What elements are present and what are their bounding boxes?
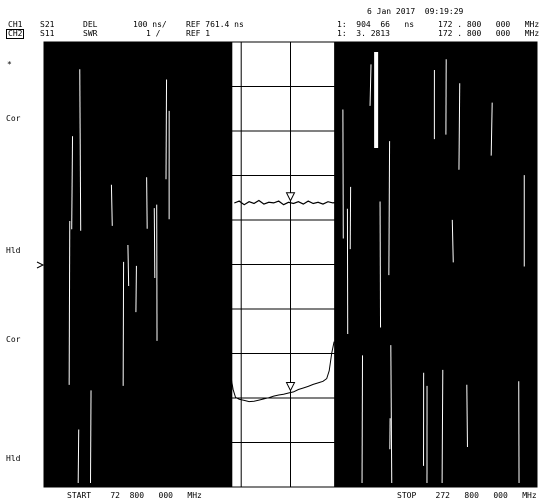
reference-position-arrow: [36, 261, 45, 269]
noise-streak: [77, 429, 80, 484]
channel-1-reference: REF 761.4 ns: [186, 20, 244, 29]
noise-streak: [466, 384, 468, 447]
trace-ch1-delay: [234, 199, 341, 206]
channel-1-label[interactable]: CH1: [8, 20, 23, 29]
channel-2-format: SWR: [83, 29, 98, 38]
noise-streak: [135, 265, 137, 313]
channel-1-marker-readout: 1: 904 66 ns: [337, 20, 415, 29]
marker-triangle: [285, 382, 296, 392]
noise-streak: [71, 136, 74, 230]
channel-2-parameter: S11: [40, 29, 55, 38]
noise-streak: [441, 369, 444, 484]
traces: [230, 186, 341, 403]
noise-streak: [153, 208, 156, 278]
noise-streak: [89, 390, 92, 484]
noise-band-left: [44, 42, 233, 487]
channel-2-label[interactable]: CH2: [6, 29, 25, 39]
noise-streak: [165, 79, 168, 180]
noise-streak: [490, 102, 493, 156]
noise-fill: [44, 42, 537, 487]
channel-1-marker-frequency: 172 . 800 000 MHz: [438, 20, 540, 29]
noise-streak: [146, 177, 148, 229]
channel-2-marker-frequency: 172 . 800 000 MHz: [438, 29, 540, 38]
side-label-top: *: [7, 60, 12, 69]
noise-streak: [110, 184, 113, 226]
channel-2-reference: REF 1: [186, 29, 211, 38]
noise-streak: [68, 221, 71, 385]
channel-1-scale: 100 ns/: [133, 20, 167, 29]
side-label-correction-2: Cor: [6, 335, 21, 344]
channel-2-marker-readout: 1: 3. 2813: [337, 29, 390, 38]
noise-streak: [458, 83, 461, 170]
noise-streak: [388, 141, 391, 276]
trace-ch2-swr: [230, 341, 335, 403]
noise-gap: [374, 52, 379, 148]
noise-streak: [127, 244, 130, 286]
noise-streak: [79, 69, 82, 231]
channel-2-scale: 1 /: [146, 29, 161, 38]
side-label-hold-1: Hld: [6, 246, 21, 255]
timestamp: 6 Jan 2017 09:19:29: [367, 7, 464, 16]
stop-frequency: STOP 272 800 000 MHz: [397, 491, 537, 500]
channel-1-format: DEL: [83, 20, 98, 29]
noise-band-right: [334, 42, 537, 487]
marker-triangle: [285, 192, 296, 202]
side-label-correction-1: Cor: [6, 114, 21, 123]
noise-streak: [451, 219, 454, 263]
start-frequency: START 72 800 000 MHz: [67, 491, 202, 500]
side-label-hold-2: Hld: [6, 454, 21, 463]
noise-streak: [369, 64, 372, 106]
noise-streak: [390, 345, 393, 484]
channel-1-parameter: S21: [40, 20, 55, 29]
